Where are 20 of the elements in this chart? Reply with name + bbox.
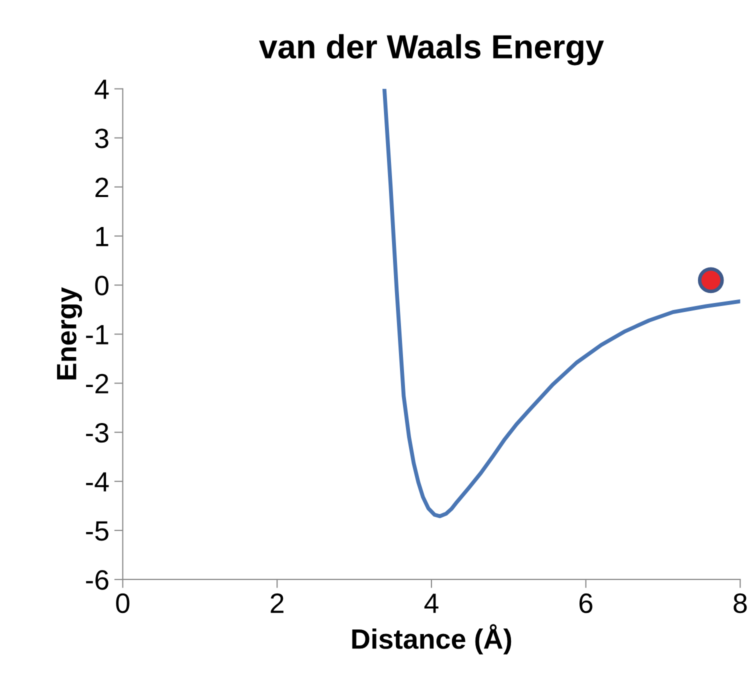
chart-title: van der Waals Energy <box>259 34 604 66</box>
y-tick-label: -4 <box>86 472 109 492</box>
x-axis-title: Distance (Å) <box>352 624 512 654</box>
y-tick-label: -1 <box>86 325 108 344</box>
y-tick-label: -5 <box>86 521 108 541</box>
y-tick-label: 0 <box>95 276 108 296</box>
y-axis-title: Energy <box>57 287 82 380</box>
x-tick-label: 8 <box>734 593 747 614</box>
y-tick-label: 2 <box>95 178 108 198</box>
y-tick-label: -2 <box>86 374 108 394</box>
y-tick-label: 4 <box>94 80 109 99</box>
y-tick-label: -3 <box>86 422 108 443</box>
x-tick-label: 2 <box>270 593 284 613</box>
x-tick-label: 0 <box>116 593 130 614</box>
x-tick-label: 4 <box>424 594 438 613</box>
y-tick-label: -6 <box>86 570 108 590</box>
line-series <box>382 88 740 518</box>
y-tick-label: 1 <box>96 226 108 246</box>
x-tick-label: 6 <box>580 593 592 614</box>
y-tick-label: 3 <box>95 128 108 148</box>
